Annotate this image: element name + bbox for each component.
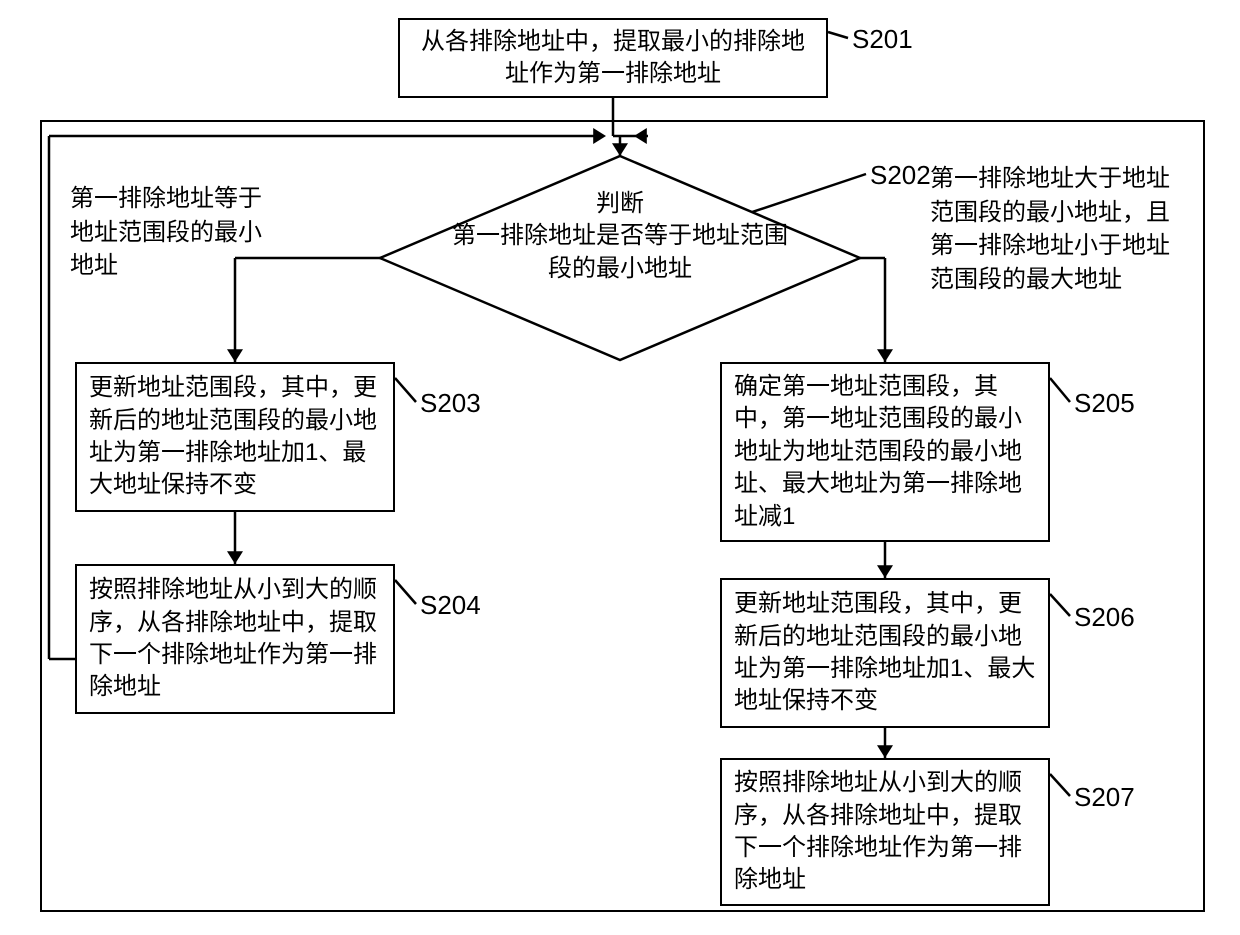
node-s207: 按照排除地址从小到大的顺序，从各排除地址中，提取下一个排除地址作为第一排除地址	[720, 758, 1050, 906]
right-condition-text: 第一排除地址大于地址范围段的最小地址，且第一排除地址小于地址范围段的最大地址	[930, 162, 1190, 296]
label-s203: S203	[420, 388, 481, 419]
node-s205: 确定第一地址范围段，其中，第一地址范围段的最小地址为地址范围段的最小地址、最大地…	[720, 362, 1050, 542]
node-s204: 按照排除地址从小到大的顺序，从各排除地址中，提取下一个排除地址作为第一排除地址	[75, 564, 395, 714]
node-s205-text: 确定第一地址范围段，其中，第一地址范围段的最小地址为地址范围段的最小地址、最大地…	[734, 371, 1036, 533]
node-s206-text: 更新地址范围段，其中，更新后的地址范围段的最小地址为第一排除地址加1、最大地址保…	[734, 588, 1036, 718]
label-s207: S207	[1074, 782, 1135, 813]
node-s207-text: 按照排除地址从小到大的顺序，从各排除地址中，提取下一个排除地址作为第一排除地址	[734, 767, 1036, 897]
label-s201: S201	[852, 24, 913, 55]
label-s202: S202	[870, 160, 931, 191]
decision-text: 判断第一排除地址是否等于地址范围段的最小地址	[450, 188, 790, 285]
node-s203-text: 更新地址范围段，其中，更新后的地址范围段的最小地址为第一排除地址加1、最大地址保…	[89, 372, 381, 502]
node-s201: 从各排除地址中，提取最小的排除地址作为第一排除地址	[398, 18, 828, 98]
label-s205: S205	[1074, 388, 1135, 419]
node-s206: 更新地址范围段，其中，更新后的地址范围段的最小地址为第一排除地址加1、最大地址保…	[720, 578, 1050, 728]
node-s204-text: 按照排除地址从小到大的顺序，从各排除地址中，提取下一个排除地址作为第一排除地址	[89, 574, 381, 704]
label-s204: S204	[420, 590, 481, 621]
left-condition-text: 第一排除地址等于地址范围段的最小地址	[70, 182, 280, 283]
node-s201-text: 从各排除地址中，提取最小的排除地址作为第一排除地址	[412, 26, 814, 91]
label-s206: S206	[1074, 602, 1135, 633]
node-s203: 更新地址范围段，其中，更新后的地址范围段的最小地址为第一排除地址加1、最大地址保…	[75, 362, 395, 512]
